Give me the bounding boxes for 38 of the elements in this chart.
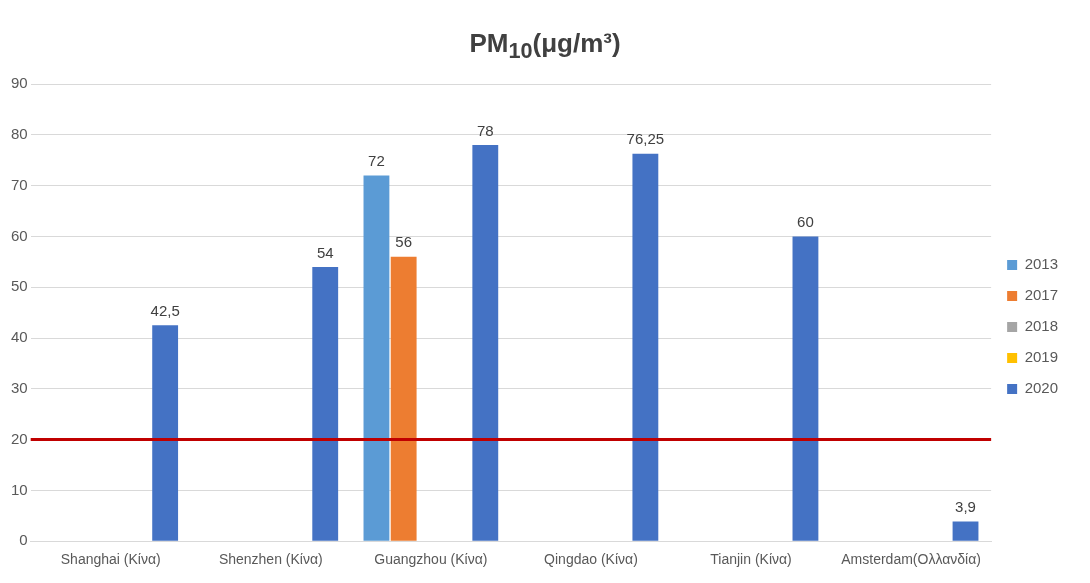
y-tick-label: 20 (11, 429, 28, 447)
data-label: 3,9 (955, 498, 976, 516)
bar (312, 266, 339, 541)
x-tick-label: Amsterdam(Ολλανδία) (841, 551, 981, 568)
y-tick-label: 0 (19, 531, 28, 549)
y-tick-label: 30 (11, 378, 28, 396)
y-tick-label: 70 (11, 175, 28, 193)
bar (792, 236, 819, 541)
x-tick-label: Qingdao (Κίνα) (544, 551, 638, 568)
data-label: 78 (476, 121, 494, 139)
y-tick-label: 80 (11, 124, 28, 142)
data-label: 54 (316, 243, 334, 261)
x-tick-label: Guangzhou (Κίνα) (374, 551, 488, 568)
legend-label: 2017 (1024, 286, 1059, 304)
bar (390, 256, 417, 541)
data-label: 56 (395, 233, 412, 251)
data-label: 72 (368, 152, 385, 170)
data-label: 60 (797, 213, 814, 231)
y-tick-label: 50 (11, 277, 28, 295)
bar (632, 153, 659, 541)
y-tick-label: 10 (11, 480, 28, 498)
y-tick-label: 60 (11, 226, 28, 244)
legend-label: 2020 (1024, 379, 1059, 397)
legend-label: 2019 (1024, 348, 1059, 366)
bar (952, 521, 979, 541)
data-label: 42,5 (150, 301, 180, 319)
data-label: 76,25 (626, 130, 665, 148)
x-tick-label: Tianjin (Κίνα) (710, 551, 792, 568)
chart-title: PM$_{10}$(μg/m³) (468, 27, 622, 66)
legend-label: 2013 (1024, 255, 1059, 273)
x-tick-label: Shanghai (Κίνα) (60, 551, 161, 568)
y-tick-label: 40 (11, 328, 28, 346)
bar (152, 325, 179, 541)
y-tick-label: 90 (11, 74, 28, 92)
legend-label: 2018 (1024, 317, 1059, 335)
bar (363, 175, 390, 541)
x-tick-label: Shenzhen (Κίνα) (218, 551, 323, 568)
bar (472, 144, 499, 541)
